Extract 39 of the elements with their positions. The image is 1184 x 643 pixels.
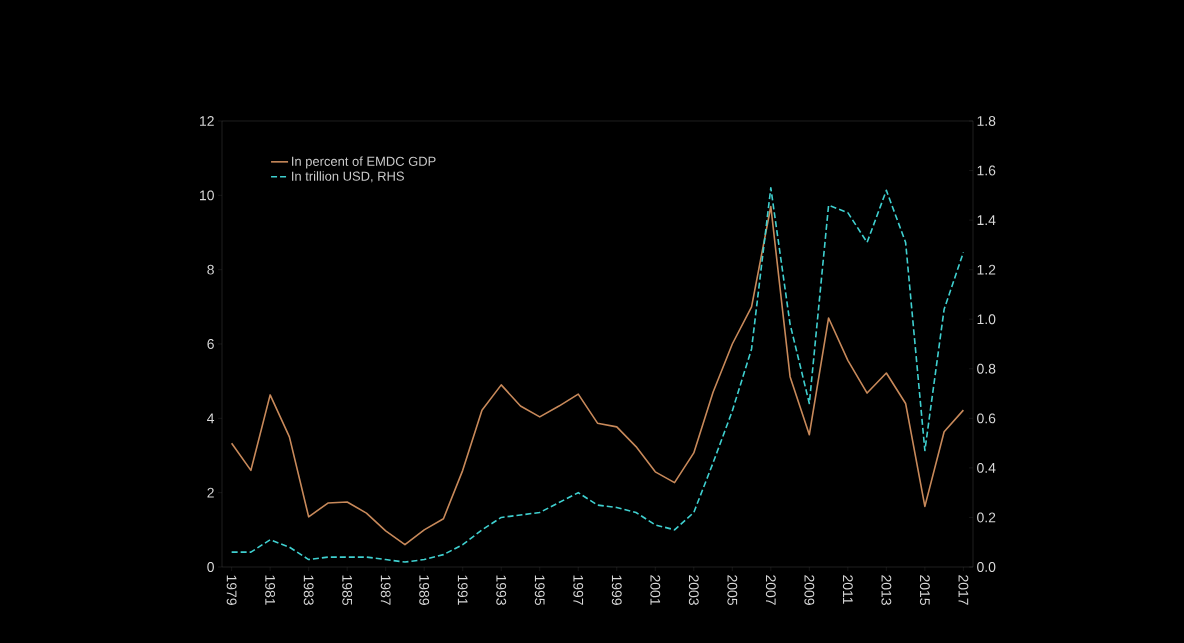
y2-tick-label: 0.8 [977,363,996,374]
x-tick-label: 1997 [573,575,584,605]
x-tick-label: 1985 [342,575,353,605]
x-tick-label: 2003 [688,575,699,605]
y2-tick-label: 1.6 [977,165,996,176]
y-tick-label: 12 [200,116,214,126]
x-tick-label: 1987 [380,575,391,605]
y-tick-label: 10 [200,190,214,201]
x-tick-label: 2017 [958,575,969,605]
y-tick-label: 2 [207,487,214,498]
x-tick-label: 1989 [419,575,430,605]
x-tick-label: 1979 [226,575,237,605]
x-tick-label: 2015 [919,575,930,605]
y2-tick-label: 0.0 [977,562,996,572]
x-tick-label: 2005 [727,575,738,605]
legend-label: In percent of EMDC GDP [292,156,436,169]
x-tick-label: 1993 [496,575,507,605]
x-tick-label: 1995 [534,575,545,605]
y2-tick-label: 1.4 [977,215,996,225]
y-tick-label: 0 [207,562,214,572]
y2-tick-label: 0.2 [977,512,996,523]
x-tick-label: 2007 [765,575,776,605]
x-tick-label: 1991 [457,575,468,605]
y-tick-label: 6 [207,339,214,349]
x-tick-label: 2011 [842,575,853,604]
y2-tick-label: 0.6 [977,413,996,424]
y2-tick-label: 1.0 [977,314,996,325]
y-tick-label: 8 [207,264,214,275]
x-tick-label: 1983 [303,575,314,605]
y2-tick-label: 1.8 [977,116,996,126]
x-tick-label: 1999 [611,575,622,605]
x-tick-label: 2013 [881,575,892,605]
x-tick-label: 2001 [650,575,661,605]
x-tick-label: 2009 [804,575,815,605]
x-tick-label: 1981 [265,575,276,605]
y2-tick-label: 1.2 [977,264,996,275]
y2-tick-label: 0.4 [977,462,996,473]
y-tick-label: 4 [207,413,215,424]
legend-label: In trillion USD, RHS [292,171,404,183]
